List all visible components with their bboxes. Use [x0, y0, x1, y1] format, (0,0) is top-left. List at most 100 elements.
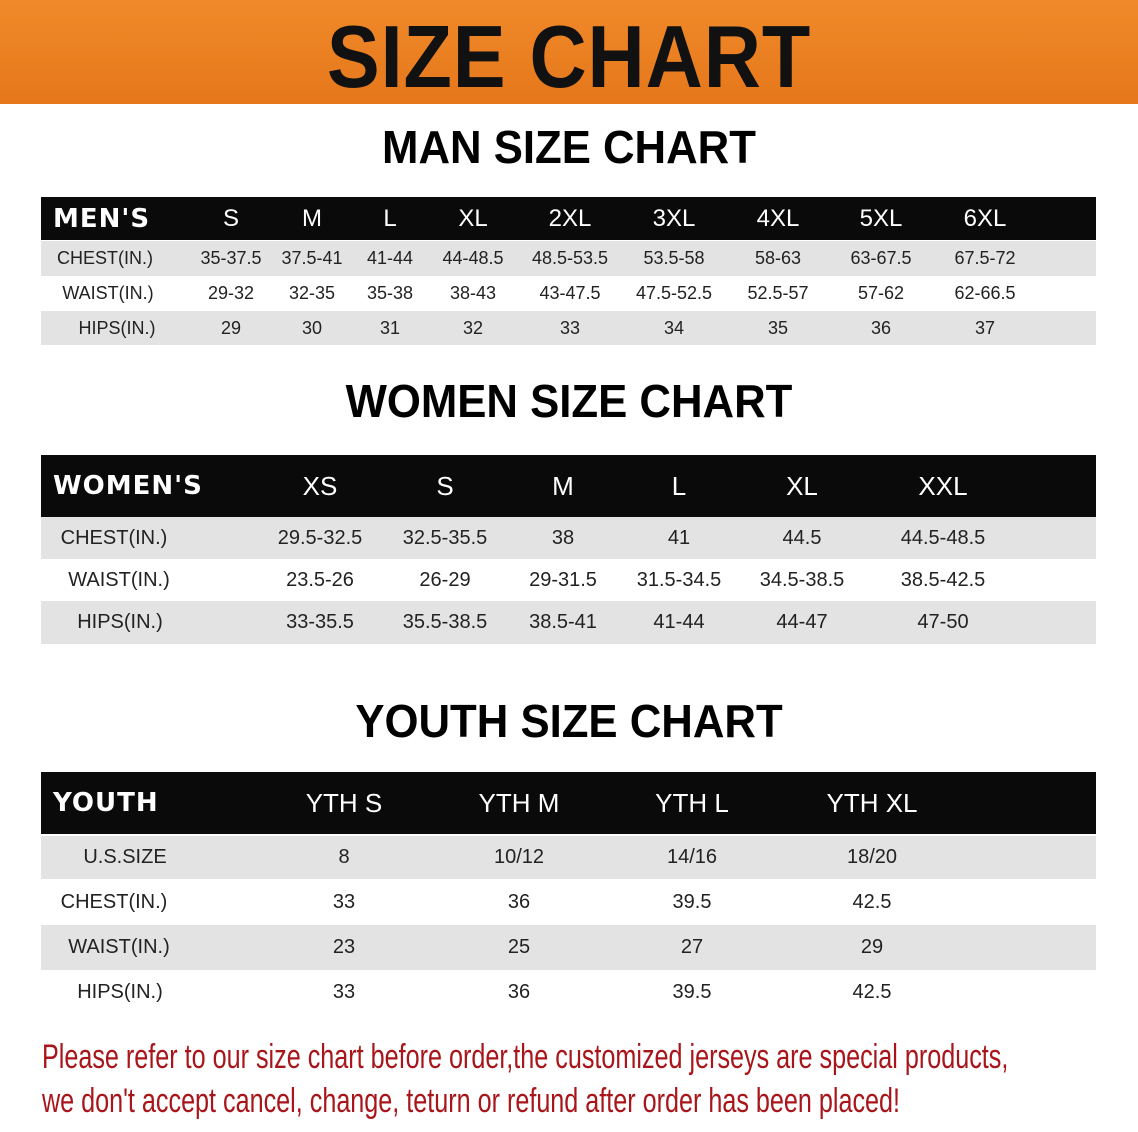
- measurement-value: 35: [767, 317, 789, 338]
- measurement-value: 23.5-26: [286, 568, 354, 591]
- measurement-value: 30: [301, 317, 323, 338]
- women-header-row: WOMEN'S XS S M L XL XXL: [41, 455, 1096, 517]
- measurement-value: 26-29: [419, 568, 471, 591]
- measurement-label: WAIST(IN.): [68, 936, 170, 958]
- measurement-value: 63-67.5: [850, 248, 912, 268]
- measurement-value: 23: [332, 936, 356, 958]
- measurement-value: 44-48.5: [442, 248, 504, 268]
- size-column-header: YTH M: [478, 787, 560, 818]
- measurement-value: 42.5: [852, 981, 892, 1003]
- measurement-value: 31: [379, 317, 401, 338]
- measurement-value: 38: [551, 526, 575, 549]
- measurement-value: 33: [332, 890, 356, 913]
- measurement-value: 48.5-53.5: [531, 248, 609, 268]
- youth-header-row: YOUTH YTH S YTH M YTH L YTH XL: [41, 772, 1096, 834]
- measurement-label: HIPS(IN.): [77, 981, 163, 1003]
- size-column-header: 3XL: [652, 204, 696, 232]
- men-section-title: MAN SIZE CHART: [382, 121, 756, 173]
- measurement-value: 33: [559, 317, 581, 338]
- measurement-value: 29-31.5: [529, 568, 597, 591]
- measurement-value: 29: [220, 317, 242, 338]
- table-row: HIPS(IN.) 33 36 39.5 42.5: [41, 970, 1096, 1015]
- size-column-header: XXL: [918, 470, 968, 501]
- table-row: CHEST(IN.) 33 36 39.5 42.5: [41, 879, 1096, 925]
- measurement-value: 44.5-48.5: [900, 526, 986, 549]
- size-column-header: S: [222, 204, 240, 232]
- measurement-value: 52.5-57: [747, 282, 809, 303]
- size-column-header: XS: [302, 470, 338, 501]
- measurement-value: 35.5-38.5: [402, 611, 488, 633]
- measurement-value: 34: [663, 317, 685, 338]
- size-column-header: YTH L: [655, 787, 729, 818]
- size-column-header: M: [552, 470, 574, 501]
- size-column-header: YTH S: [305, 787, 383, 818]
- measurement-value: 58-63: [754, 248, 802, 268]
- measurement-value: 41: [667, 526, 691, 549]
- measurement-value: 37.5-41: [281, 248, 343, 268]
- size-column-header: 6XL: [963, 204, 1007, 232]
- measurement-value: 47-50: [917, 611, 969, 633]
- women-header-label: WOMEN'S: [53, 471, 203, 501]
- measurement-value: 36: [507, 981, 531, 1003]
- table-row: HIPS(IN.) 33-35.5 35.5-38.5 38.5-41 41-44 44-…: [41, 601, 1096, 644]
- youth-header-label: YOUTH: [53, 788, 159, 818]
- measurement-value: 38.5-42.5: [900, 568, 986, 591]
- notice-line-2: we don't accept cancel, change, teturn o…: [42, 1082, 900, 1120]
- measurement-value: 47.5-52.5: [635, 282, 713, 303]
- measurement-value: 38.5-41: [529, 611, 597, 633]
- measurement-value: 14/16: [666, 846, 718, 868]
- measurement-value: 33: [332, 981, 356, 1003]
- measurement-value: 31.5-34.5: [636, 568, 722, 591]
- measurement-value: 32.5-35.5: [402, 526, 488, 549]
- measurement-value: 8: [338, 846, 350, 868]
- measurement-label: CHEST(IN.): [57, 248, 153, 268]
- measurement-value: 67.5-72: [954, 248, 1016, 268]
- measurement-value: 29-32: [207, 282, 255, 303]
- measurement-value: 29: [860, 936, 884, 958]
- measurement-value: 32-35: [288, 282, 336, 303]
- measurement-value: 10/12: [493, 846, 545, 868]
- measurement-value: 35-37.5: [200, 248, 262, 268]
- size-column-header: 2XL: [548, 204, 592, 232]
- measurement-label: CHEST(IN.): [60, 526, 168, 549]
- title-banner: SIZE CHART: [0, 0, 1138, 106]
- size-column-header: S: [436, 470, 454, 501]
- measurement-value: 42.5: [852, 890, 892, 913]
- measurement-value: 41-44: [653, 611, 705, 633]
- size-column-header: YTH XL: [826, 787, 918, 818]
- measurement-value: 44-47: [776, 611, 828, 633]
- page-title: SIZE CHART: [326, 7, 812, 106]
- table-row: WAIST(IN.) 29-32 32-35 35-38 38-43 43-47.5 47.…: [41, 276, 1096, 310]
- measurement-value: 53.5-58: [643, 248, 705, 268]
- size-column-header: M: [302, 204, 322, 232]
- men-header-label: MEN'S: [53, 203, 151, 234]
- measurement-value: 43-47.5: [539, 282, 601, 303]
- notice-line-1: Please refer to our size chart before or…: [42, 1038, 1009, 1076]
- table-row: WAIST(IN.) 23 25 27 29: [41, 925, 1096, 970]
- measurement-label: HIPS(IN.): [78, 317, 156, 338]
- table-row: U.S.SIZE 8 10/12 14/16 18/20: [41, 836, 1096, 879]
- measurement-value: 39.5: [672, 890, 712, 913]
- measurement-value: 27: [680, 936, 704, 958]
- measurement-label: CHEST(IN.): [60, 890, 168, 913]
- measurement-value: 36: [507, 890, 531, 913]
- size-column-header: 4XL: [756, 204, 800, 232]
- measurement-value: 18/20: [846, 846, 898, 868]
- men-header-row: MEN'S S M L XL 2XL 3XL 4XL 5XL 6XL: [41, 197, 1096, 240]
- measurement-value: 44.5: [782, 526, 822, 549]
- measurement-value: 37: [974, 317, 996, 338]
- youth-section-title: YOUTH SIZE CHART: [355, 695, 783, 747]
- measurement-label: WAIST(IN.): [62, 282, 154, 303]
- measurement-value: 62-66.5: [954, 282, 1016, 303]
- table-row: WAIST(IN.) 23.5-26 26-29 29-31.5 31.5-34.5 34…: [41, 559, 1096, 601]
- measurement-value: 29.5-32.5: [277, 526, 363, 549]
- measurement-value: 38-43: [449, 282, 497, 303]
- measurement-value: 34.5-38.5: [759, 568, 845, 591]
- measurement-value: 57-62: [857, 282, 905, 303]
- size-column-header: L: [671, 470, 687, 501]
- measurement-value: 32: [462, 317, 484, 338]
- table-row: CHEST(IN.) 29.5-32.5 32.5-35.5 38 41 44.5 44.5…: [41, 517, 1096, 559]
- size-column-header: XL: [458, 204, 488, 232]
- measurement-value: 35-38: [366, 282, 414, 303]
- measurement-value: 33-35.5: [286, 611, 354, 633]
